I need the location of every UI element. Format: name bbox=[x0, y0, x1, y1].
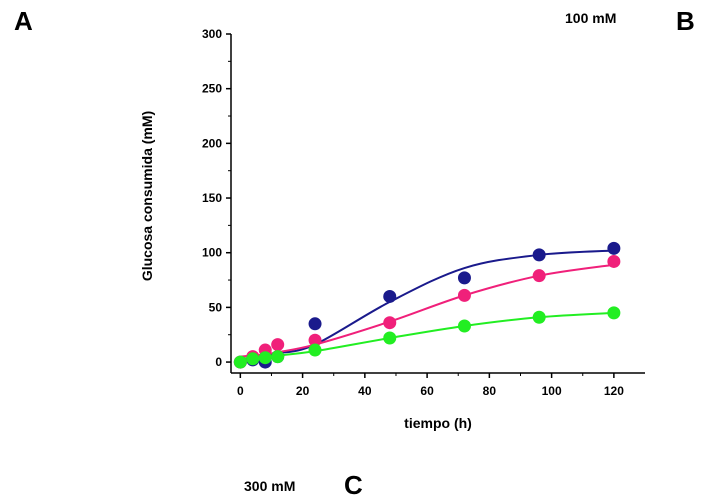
data-point-series-1 bbox=[607, 241, 621, 255]
x-tick-label: 0 bbox=[237, 384, 244, 398]
concentration-label-c: 300 mM bbox=[244, 478, 296, 494]
data-point-series-2 bbox=[383, 316, 397, 330]
data-point-series-3 bbox=[246, 352, 260, 366]
fit-curve-series-1 bbox=[240, 249, 614, 360]
data-point-series-1 bbox=[532, 248, 546, 262]
x-axis-title: tiempo (h) bbox=[404, 415, 472, 431]
x-tick-label: 60 bbox=[420, 384, 434, 398]
data-point-series-3 bbox=[308, 343, 322, 357]
concentration-label-b: 100 mM bbox=[565, 10, 617, 26]
data-point-series-3 bbox=[532, 310, 546, 324]
y-tick-label: 50 bbox=[209, 300, 223, 314]
x-tick-label: 80 bbox=[483, 384, 497, 398]
y-tick-label: 150 bbox=[202, 191, 222, 205]
data-point-series-2 bbox=[607, 254, 621, 268]
data-point-series-3 bbox=[258, 351, 272, 365]
x-tick-label: 20 bbox=[296, 384, 310, 398]
panel-letter-a: A bbox=[14, 6, 33, 36]
y-axis-title: Glucosa consumida (mM) bbox=[139, 111, 155, 281]
fit-curves bbox=[240, 249, 615, 360]
x-tick-label: 40 bbox=[358, 384, 372, 398]
fit-curve-series-3 bbox=[240, 311, 614, 360]
y-tick-label: 300 bbox=[202, 27, 222, 41]
panel-letter-b: B bbox=[676, 6, 695, 36]
fit-curve-series-2 bbox=[240, 263, 615, 358]
data-point-series-2 bbox=[532, 269, 546, 283]
data-point-series-3 bbox=[383, 331, 397, 345]
data-point-series-3 bbox=[271, 350, 285, 364]
data-point-series-3 bbox=[607, 306, 621, 320]
data-point-series-2 bbox=[457, 288, 471, 302]
y-tick-label: 250 bbox=[202, 82, 222, 96]
data-point-series-3 bbox=[233, 355, 247, 369]
x-tick-label: 100 bbox=[542, 384, 562, 398]
y-tick-label: 200 bbox=[202, 136, 222, 150]
data-point-series-1 bbox=[383, 289, 397, 303]
data-point-series-3 bbox=[457, 319, 471, 333]
x-tick-label: 120 bbox=[604, 384, 624, 398]
data-points bbox=[233, 241, 621, 369]
panel-letter-c: C bbox=[344, 470, 363, 500]
data-point-series-2 bbox=[308, 333, 322, 347]
data-point-series-1 bbox=[457, 271, 471, 285]
chart-axes: 0 50 100 150 200 250 300 0 20 40 60 80 100 120 bbox=[202, 27, 645, 398]
y-tick-label: 0 bbox=[215, 355, 222, 369]
data-point-series-1 bbox=[308, 317, 322, 331]
data-point-series-2 bbox=[271, 338, 285, 352]
y-tick-label: 100 bbox=[202, 246, 222, 260]
